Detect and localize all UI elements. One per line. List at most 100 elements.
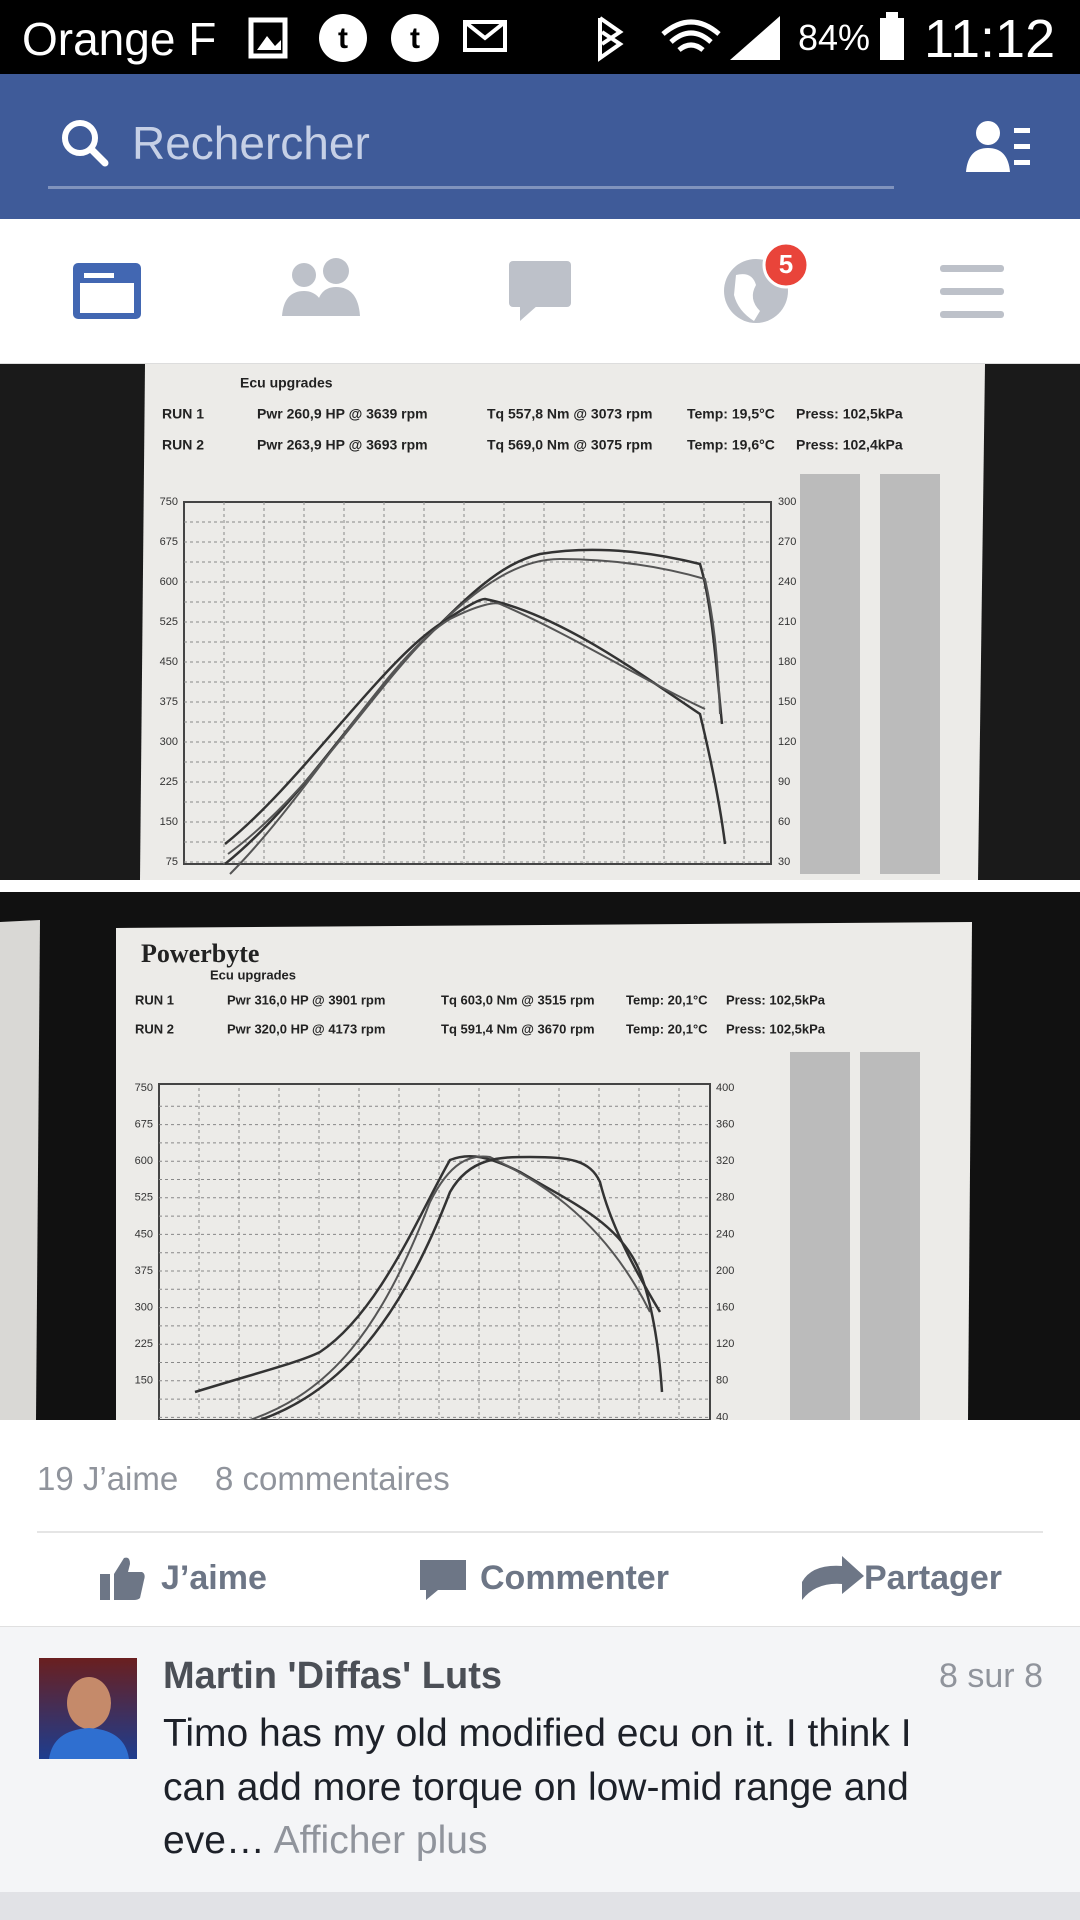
nm-tick-label: 375 bbox=[160, 696, 178, 708]
hp-tick-label: 30 bbox=[778, 856, 790, 868]
svg-text:t: t bbox=[338, 22, 348, 55]
friends-tab[interactable] bbox=[282, 258, 360, 316]
action-icons bbox=[100, 1556, 864, 1600]
search-icon[interactable] bbox=[60, 118, 110, 168]
nm-tick-label: 675 bbox=[135, 1119, 153, 1131]
nm-tick-label: 600 bbox=[160, 576, 178, 588]
hp-tick-label: 210 bbox=[778, 616, 796, 628]
sheet-power: Pwr 316,0 HP @ 3901 rpm bbox=[227, 992, 385, 1007]
nm-tick-label: 600 bbox=[135, 1155, 153, 1167]
search-input[interactable]: Rechercher bbox=[132, 117, 370, 169]
sheet-torque: Tq 557,8 Nm @ 3073 rpm bbox=[487, 406, 652, 422]
sheet-run: RUN 2 bbox=[162, 437, 204, 453]
sheet-run: RUN 1 bbox=[135, 992, 174, 1007]
hp-tick-label: 160 bbox=[716, 1302, 734, 1314]
nm-tick-label: 675 bbox=[160, 536, 178, 548]
sheet-torque: Tq 591,4 Nm @ 3670 rpm bbox=[441, 1021, 595, 1036]
comment-counter: 8 sur 8 bbox=[939, 1657, 1043, 1695]
hp-tick-label: 320 bbox=[716, 1155, 734, 1167]
tab-bar: 5 bbox=[0, 219, 1080, 364]
menu-tab[interactable] bbox=[940, 265, 1004, 318]
sheet-temp: Temp: 20,1°C bbox=[626, 1021, 708, 1036]
nm-tick-label: 525 bbox=[135, 1192, 153, 1204]
sheet-brand: Powerbyte bbox=[141, 939, 259, 968]
comment: Martin 'Diffas' Luts 8 sur 8 Timo has my… bbox=[0, 1626, 1080, 1893]
nm-tick-label: 150 bbox=[135, 1375, 153, 1387]
nm-tick-label: 750 bbox=[135, 1082, 153, 1094]
status-bar: Orange F t t 84% 11:12 bbox=[0, 0, 1080, 74]
friends-online-icon[interactable] bbox=[966, 120, 1030, 174]
sheet-run: RUN 1 bbox=[162, 406, 204, 422]
hp-tick-label: 240 bbox=[778, 576, 796, 588]
feed-separator bbox=[0, 1892, 1080, 1920]
nm-tick-label: 75 bbox=[166, 856, 178, 868]
hp-tick-label: 180 bbox=[778, 656, 796, 668]
comment-text: Timo has my old modified ecu on it. I th… bbox=[163, 1712, 912, 1755]
carrier: Orange F bbox=[22, 13, 217, 65]
sheet-press: Press: 102,5kPa bbox=[796, 406, 903, 422]
divider bbox=[37, 1531, 1043, 1533]
nm-tick-label: 225 bbox=[135, 1338, 153, 1350]
sheet-subtitle: Ecu upgrades bbox=[210, 967, 296, 982]
tab-icons: 5 bbox=[73, 241, 1004, 323]
news-feed-tab[interactable] bbox=[73, 263, 141, 319]
comment-button[interactable]: Commenter bbox=[480, 1559, 669, 1597]
hp-tick-label: 120 bbox=[716, 1338, 734, 1350]
share-button[interactable]: Partager bbox=[864, 1559, 1002, 1597]
nm-tick-label: 225 bbox=[160, 776, 178, 788]
nm-tick-label: 750 bbox=[160, 496, 178, 508]
sheet-press: Press: 102,4kPa bbox=[796, 437, 903, 453]
sheet-power: Pwr 260,9 HP @ 3639 rpm bbox=[257, 406, 428, 422]
sheet-subtitle: Ecu upgrades bbox=[240, 375, 333, 391]
sheet-temp: Temp: 19,6°C bbox=[687, 437, 775, 453]
nm-tick-label: 150 bbox=[160, 816, 178, 828]
sheet-power: Pwr 263,9 HP @ 3693 rpm bbox=[257, 437, 428, 453]
battery-level: 84% bbox=[798, 17, 871, 58]
comment-author[interactable]: Martin 'Diffas' Luts bbox=[163, 1655, 502, 1697]
hp-tick-label: 400 bbox=[716, 1082, 734, 1094]
photo[interactable]: Powerbyte Ecu upgrades RUN 1 Pwr 316,0 HP… bbox=[0, 892, 1080, 1420]
like-count[interactable]: 19 J’aime bbox=[37, 1460, 179, 1497]
sheet-temp: Temp: 20,1°C bbox=[626, 992, 708, 1007]
comment-text: eve… Afficher plus bbox=[163, 1819, 487, 1863]
nm-tick-label: 300 bbox=[160, 736, 178, 748]
status-icons: t t bbox=[248, 14, 721, 62]
comment-count[interactable]: 8 commentaires bbox=[215, 1460, 450, 1497]
hp-tick-label: 280 bbox=[716, 1192, 734, 1204]
sheet-torque: Tq 603,0 Nm @ 3515 rpm bbox=[441, 992, 595, 1007]
sheet-torque: Tq 569,0 Nm @ 3075 rpm bbox=[487, 437, 652, 453]
sheet-press: Press: 102,5kPa bbox=[726, 992, 826, 1007]
sheet-run: RUN 2 bbox=[135, 1021, 174, 1036]
search-bar: Rechercher bbox=[0, 74, 1080, 219]
see-more-link[interactable]: Afficher plus bbox=[273, 1819, 488, 1862]
like-button[interactable]: J’aime bbox=[161, 1559, 267, 1597]
messages-tab[interactable] bbox=[509, 261, 571, 321]
hp-tick-label: 360 bbox=[716, 1119, 734, 1131]
nm-tick-label: 450 bbox=[135, 1228, 153, 1240]
sheet-power: Pwr 320,0 HP @ 4173 rpm bbox=[227, 1021, 385, 1036]
sheet-temp: Temp: 19,5°C bbox=[687, 406, 775, 422]
notification-badge: 5 bbox=[779, 249, 793, 279]
sheet-press: Press: 102,5kPa bbox=[726, 1021, 826, 1036]
hp-tick-label: 240 bbox=[716, 1228, 734, 1240]
comment-text: can add more torque on low-mid range and bbox=[163, 1766, 909, 1809]
hp-tick-label: 60 bbox=[778, 816, 790, 828]
nm-tick-label: 525 bbox=[160, 616, 178, 628]
hp-tick-label: 40 bbox=[716, 1411, 728, 1420]
hp-tick-label: 80 bbox=[716, 1375, 728, 1387]
search-underline bbox=[48, 186, 894, 189]
hp-tick-label: 200 bbox=[716, 1265, 734, 1277]
clock: 11:12 bbox=[924, 9, 1056, 69]
avatar[interactable] bbox=[39, 1658, 137, 1759]
svg-text:t: t bbox=[410, 22, 420, 55]
hp-tick-label: 150 bbox=[778, 696, 796, 708]
signal-battery bbox=[730, 12, 904, 60]
hp-tick-label: 90 bbox=[778, 776, 790, 788]
hp-tick-label: 270 bbox=[778, 536, 796, 548]
nm-tick-label: 300 bbox=[135, 1302, 153, 1314]
hp-tick-label: 300 bbox=[778, 496, 796, 508]
photo[interactable]: Ecu upgrades RUN 1 Pwr 260,9 HP @ 3639 rp… bbox=[0, 364, 1080, 880]
hp-tick-label: 120 bbox=[778, 736, 796, 748]
notifications-tab[interactable] bbox=[724, 241, 810, 323]
